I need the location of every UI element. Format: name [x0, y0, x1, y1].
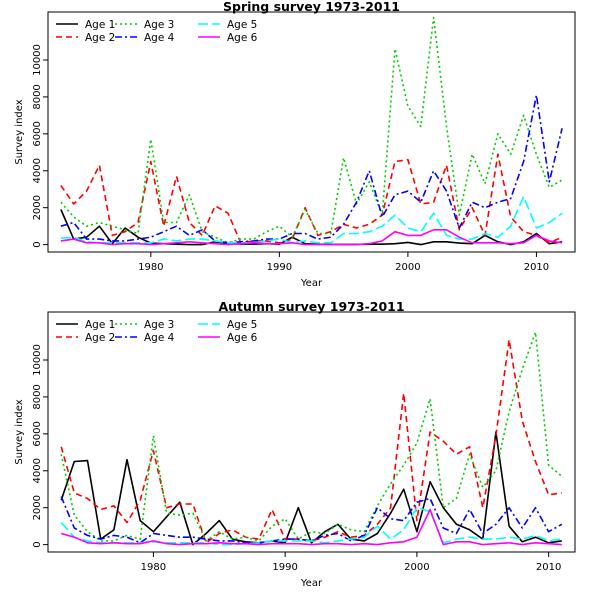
- plot-frame: [47, 11, 576, 253]
- x-tick-label: 2010: [536, 562, 561, 573]
- legend-label: Age 5: [227, 319, 257, 331]
- legend-label: Age 6: [227, 32, 258, 44]
- y-tick-label: 8000: [32, 84, 43, 109]
- series-line-age-2: [60, 153, 563, 244]
- y-tick-label: 0: [32, 541, 43, 547]
- x-tick-label: 2000: [395, 262, 420, 273]
- legend-label: Age 2: [85, 32, 115, 44]
- y-tick-label: 8000: [32, 384, 43, 409]
- chart-panel-2: Autumn survey 1973-2011 1980 1990 2000 2010 0…: [14, 299, 576, 589]
- legend-label: Age 1: [85, 319, 115, 331]
- series-line-age-3: [60, 16, 563, 244]
- legend-label: Age 1: [85, 19, 115, 31]
- x-tick-label: 2000: [404, 562, 429, 573]
- series-line-age-1: [60, 431, 562, 546]
- x-tick-label: 2010: [524, 262, 549, 273]
- series-line-age-6: [60, 229, 563, 246]
- y-axis-label: Survey index: [14, 399, 25, 464]
- chart-title: Spring survey 1973-2011: [223, 0, 400, 14]
- chart-panel-1: Spring survey 1973-2011 1980 1990 2000 2010 0…: [14, 0, 576, 289]
- y-tick-label: 6000: [32, 421, 43, 446]
- y-tick-label: 2000: [32, 195, 43, 220]
- y-tick-label: 0: [32, 241, 43, 247]
- series-line-age-4: [60, 94, 563, 244]
- legend-label: Age 6: [227, 332, 258, 344]
- y-tick-label: 10000: [32, 344, 43, 376]
- y-tick-label: 10000: [32, 44, 43, 76]
- series-line-age-4: [60, 496, 563, 544]
- x-tick-label: 1990: [272, 562, 297, 573]
- legend-label: Age 2: [85, 332, 115, 344]
- y-tick-label: 4000: [32, 158, 43, 183]
- series-line-age-3: [60, 331, 563, 542]
- x-tick-label: 1980: [141, 562, 166, 573]
- x-tick-label: 1980: [138, 262, 163, 273]
- y-tick-label: 2000: [32, 495, 43, 520]
- chart-title: Autumn survey 1973-2011: [218, 299, 404, 314]
- series-line-age-1: [60, 209, 563, 246]
- x-axis-label: Year: [300, 578, 323, 589]
- legend-label: Age 4: [144, 32, 175, 44]
- plot-frame: [47, 311, 576, 553]
- series-line-age-6: [60, 508, 562, 546]
- legend-label: Age 3: [144, 19, 174, 31]
- y-axis-label: Survey index: [14, 99, 25, 164]
- y-tick-label: 4000: [32, 458, 43, 483]
- x-axis-label: Year: [300, 278, 323, 289]
- series-line-age-2: [60, 338, 562, 544]
- legend-label: Age 5: [227, 19, 257, 31]
- x-tick-label: 1990: [267, 262, 292, 273]
- y-tick-label: 6000: [32, 121, 43, 146]
- legend-label: Age 4: [144, 332, 175, 344]
- series-line-age-5: [60, 195, 563, 244]
- legend-label: Age 3: [144, 319, 174, 331]
